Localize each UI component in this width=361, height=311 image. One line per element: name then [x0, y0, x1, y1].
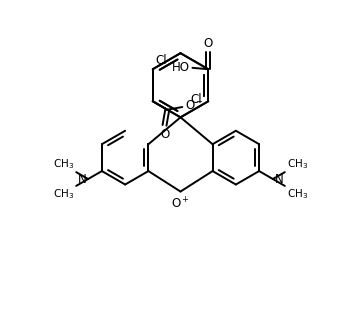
Text: Cl: Cl — [190, 93, 201, 106]
Text: CH$_3$: CH$_3$ — [53, 157, 74, 171]
Text: O: O — [160, 128, 169, 142]
Text: HO: HO — [172, 61, 190, 74]
Text: O$^-$: O$^-$ — [185, 99, 204, 112]
Text: O$^+$: O$^+$ — [171, 196, 190, 211]
Text: CH$_3$: CH$_3$ — [287, 187, 308, 201]
Text: O: O — [204, 37, 213, 50]
Text: CH$_3$: CH$_3$ — [287, 157, 308, 171]
Text: Cl: Cl — [155, 54, 167, 67]
Text: CH$_3$: CH$_3$ — [53, 187, 74, 201]
Text: N: N — [274, 173, 283, 186]
Text: N: N — [78, 173, 87, 186]
